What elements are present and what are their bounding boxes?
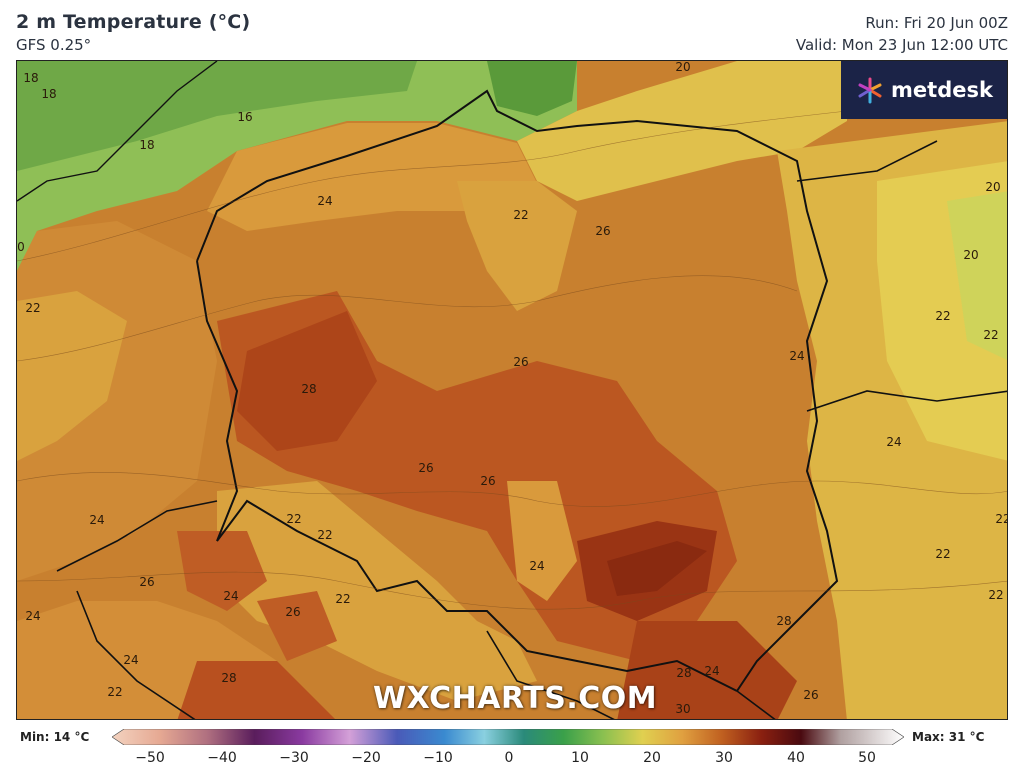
map-value-label: 16 bbox=[237, 110, 253, 124]
map-value-label: 26 bbox=[480, 474, 496, 488]
map-value-label: 24 bbox=[89, 513, 105, 527]
map-value-label: 24 bbox=[123, 653, 139, 667]
map-value-label: 24 bbox=[704, 664, 720, 678]
legend-tick: −10 bbox=[423, 750, 453, 766]
metdesk-star-icon bbox=[858, 77, 882, 104]
run-time: Run: Fri 20 Jun 00Z bbox=[865, 14, 1008, 32]
map-value-label: 22 bbox=[983, 328, 999, 342]
valid-time: Valid: Mon 23 Jun 12:00 UTC bbox=[795, 36, 1008, 54]
legend-tick: 0 bbox=[504, 750, 514, 766]
map-value-label: 22 bbox=[286, 512, 302, 526]
map-value-label: 22 bbox=[935, 547, 951, 561]
map-value-label: 28 bbox=[221, 671, 237, 685]
legend-tick: 50 bbox=[858, 750, 876, 766]
map-value-label: 24 bbox=[25, 609, 41, 623]
legend-tick: −50 bbox=[135, 750, 165, 766]
metdesk-logo[interactable]: metdesk bbox=[841, 61, 1007, 119]
map-value-label: 22 bbox=[317, 528, 333, 542]
legend-tick: 30 bbox=[715, 750, 733, 766]
map-value-label: 26 bbox=[285, 605, 301, 619]
legend-tick: 40 bbox=[787, 750, 805, 766]
map-value-label: 28 bbox=[676, 666, 692, 680]
map-value-label: 24 bbox=[529, 559, 545, 573]
map-value-label: 24 bbox=[789, 349, 805, 363]
legend-tick: −20 bbox=[351, 750, 381, 766]
map-value-label: 24 bbox=[886, 435, 902, 449]
map-value-label: 22 bbox=[513, 208, 529, 222]
map-title: 2 m Temperature (°C) bbox=[16, 11, 251, 33]
map-value-label: 28 bbox=[776, 614, 792, 628]
map-value-label: 26 bbox=[139, 575, 155, 589]
map-value-label: 18 bbox=[41, 87, 57, 101]
map-value-label: 18 bbox=[139, 138, 155, 152]
map-value-label: 20 bbox=[963, 248, 979, 262]
map-value-label: 18 bbox=[23, 71, 39, 85]
legend-min: Min: 14 °C bbox=[20, 730, 90, 744]
model-name: GFS 0.25° bbox=[16, 36, 92, 54]
legend-tick: 10 bbox=[571, 750, 589, 766]
map-value-label: 26 bbox=[803, 688, 819, 702]
legend-max: Max: 31 °C bbox=[912, 730, 985, 744]
legend-tick: 20 bbox=[643, 750, 661, 766]
map-value-label: 22 bbox=[935, 309, 951, 323]
map-value-label: 26 bbox=[595, 224, 611, 238]
map-value-label: 20 bbox=[985, 180, 1001, 194]
map-value-label: 22 bbox=[988, 588, 1004, 602]
metdesk-logo-text: metdesk bbox=[891, 78, 993, 102]
map-value-label: 22 bbox=[995, 512, 1007, 526]
wxcharts-watermark: WXCHARTS.COM bbox=[373, 681, 658, 716]
map-value-label: 0 bbox=[17, 240, 25, 254]
map-value-label: 22 bbox=[107, 685, 123, 699]
map-value-label: 26 bbox=[513, 355, 529, 369]
legend-tick: −30 bbox=[279, 750, 309, 766]
map-value-label: 30 bbox=[675, 702, 691, 716]
legend-colorbar bbox=[112, 729, 904, 745]
map-value-label: 22 bbox=[25, 301, 41, 315]
map-value-label: 24 bbox=[223, 589, 239, 603]
map-value-label: 26 bbox=[418, 461, 434, 475]
temperature-field bbox=[17, 61, 1007, 719]
map-value-label: 28 bbox=[301, 382, 317, 396]
map-value-label: 22 bbox=[335, 592, 351, 606]
temperature-map[interactable]: 18 18 16 18 0 24 22 26 20 20 20 22 22 22… bbox=[16, 60, 1008, 720]
legend-tick: −40 bbox=[207, 750, 237, 766]
map-value-label: 24 bbox=[317, 194, 333, 208]
map-value-label: 20 bbox=[675, 60, 691, 74]
